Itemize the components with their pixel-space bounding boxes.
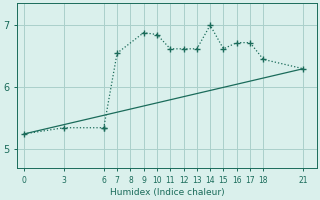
X-axis label: Humidex (Indice chaleur): Humidex (Indice chaleur) [110, 188, 224, 197]
